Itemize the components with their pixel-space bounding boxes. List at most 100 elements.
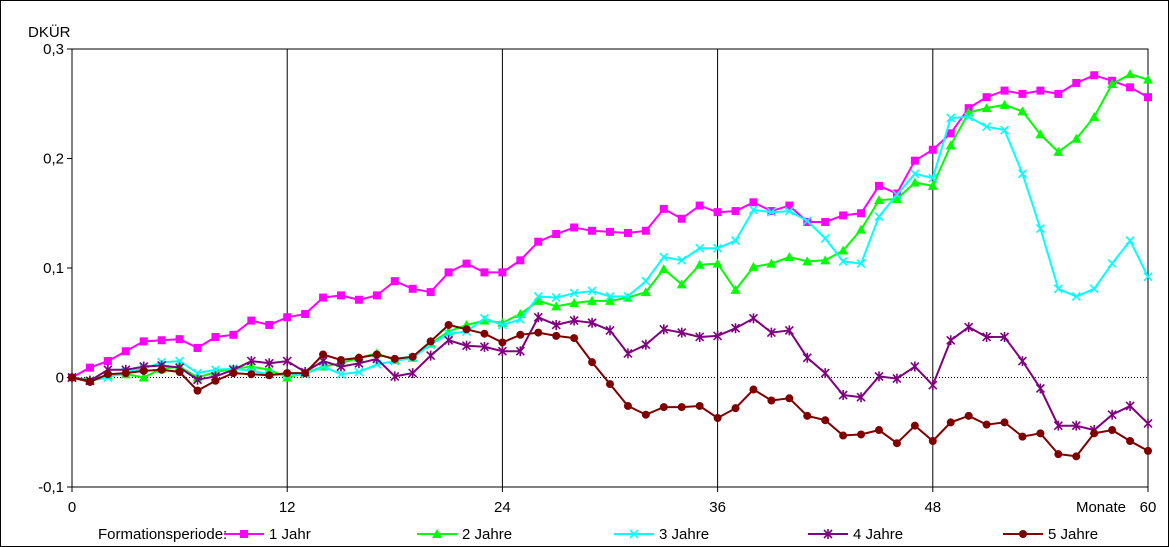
data-point	[712, 258, 723, 268]
data-point	[730, 323, 741, 334]
data-point	[319, 293, 328, 302]
data-point	[838, 256, 848, 266]
data-point	[802, 216, 812, 226]
data-point	[534, 328, 543, 337]
data-point	[1071, 420, 1081, 431]
data-point	[587, 286, 597, 296]
data-point	[516, 330, 525, 339]
data-point	[432, 529, 442, 538]
data-point	[946, 418, 955, 427]
data-point	[821, 218, 830, 227]
data-point	[588, 358, 597, 367]
data-point	[192, 374, 203, 385]
data-point	[103, 370, 112, 379]
data-point	[1107, 79, 1118, 89]
data-point	[1053, 284, 1063, 294]
data-point	[588, 226, 597, 235]
data-point	[390, 371, 400, 382]
data-point	[891, 194, 902, 204]
data-point	[605, 295, 615, 305]
data-point	[856, 224, 867, 234]
data-point	[372, 350, 381, 359]
data-point	[337, 355, 345, 364]
data-point	[551, 301, 562, 311]
data-point	[497, 320, 507, 330]
data-point	[1072, 78, 1081, 87]
data-point	[1036, 86, 1045, 95]
data-point	[1125, 400, 1135, 411]
data-point	[1019, 530, 1027, 538]
data-point	[157, 365, 166, 374]
data-point	[265, 371, 274, 380]
data-point	[301, 369, 310, 378]
series-5-jahre	[68, 320, 1152, 461]
data-point	[695, 401, 704, 410]
data-point	[229, 369, 238, 378]
data-point	[999, 99, 1010, 109]
data-point	[1089, 111, 1100, 121]
data-point	[766, 327, 776, 338]
data-point	[892, 373, 902, 384]
data-point	[784, 325, 794, 336]
y-axis-label: DKÜR	[28, 23, 71, 41]
legend-label: 1 Jahr	[269, 526, 311, 543]
data-point	[1035, 383, 1045, 394]
data-point	[587, 295, 598, 305]
data-point	[803, 411, 812, 420]
data-point	[785, 394, 794, 403]
data-point	[731, 404, 740, 413]
data-point	[337, 291, 345, 300]
data-point	[982, 420, 991, 429]
data-point	[462, 259, 471, 268]
data-point	[390, 277, 399, 286]
data-point	[85, 377, 94, 386]
data-point	[1125, 69, 1136, 79]
data-point	[964, 322, 974, 333]
data-point	[301, 309, 310, 318]
data-point	[390, 354, 399, 363]
data-point	[265, 320, 274, 329]
data-point	[605, 325, 615, 336]
data-point	[875, 426, 883, 435]
data-point	[928, 437, 937, 446]
data-point	[964, 411, 973, 420]
data-point	[623, 348, 633, 359]
data-point	[695, 201, 704, 210]
y-tick-label: 0,3	[43, 41, 64, 58]
data-point	[946, 129, 955, 138]
data-point	[319, 350, 328, 359]
data-point	[677, 255, 687, 265]
x-tick-label: 60	[1140, 499, 1157, 516]
data-point	[1107, 409, 1117, 420]
data-point	[1143, 418, 1153, 429]
data-point	[964, 112, 974, 122]
data-point	[713, 330, 723, 341]
y-tick-label: 0,1	[43, 260, 64, 277]
data-point	[175, 335, 184, 344]
x-tick-label: 36	[709, 499, 726, 516]
data-point	[856, 392, 866, 403]
data-point	[175, 356, 185, 366]
data-point	[246, 356, 256, 367]
data-point	[875, 181, 883, 190]
data-point	[749, 385, 758, 394]
data-point	[695, 331, 705, 342]
data-point	[785, 201, 794, 210]
data-point	[838, 245, 849, 255]
data-point	[820, 233, 830, 244]
data-point	[211, 376, 220, 385]
data-point	[641, 226, 650, 235]
data-point	[533, 291, 543, 302]
data-point	[857, 430, 866, 439]
data-point	[480, 268, 489, 277]
data-point	[892, 190, 902, 200]
data-point	[247, 370, 256, 379]
data-point	[85, 363, 94, 372]
data-point	[857, 209, 866, 218]
data-point	[1144, 93, 1152, 102]
data-point	[982, 331, 992, 342]
data-point	[121, 347, 130, 356]
data-point	[192, 368, 203, 378]
data-point	[1036, 429, 1045, 438]
data-point	[892, 439, 901, 448]
